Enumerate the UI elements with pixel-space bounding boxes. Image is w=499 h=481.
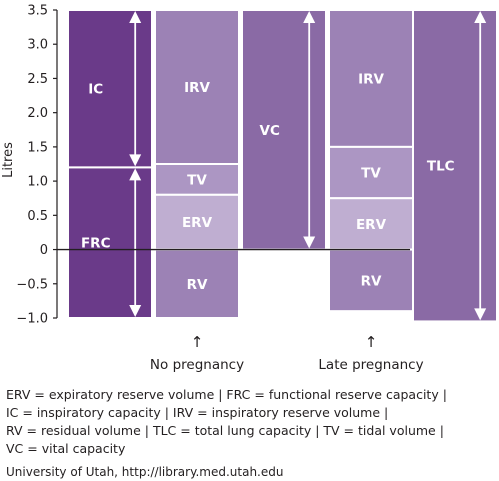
segment-label: IRV: [184, 80, 210, 96]
y-tick-label: 2.5: [27, 72, 48, 87]
bar-tlc: [412, 9, 498, 323]
x-labels-group: ↑ No pregnancy ↑ Late pregnancy: [150, 333, 424, 373]
bar-ic: [67, 9, 153, 169]
arrow-head-up: [129, 11, 142, 23]
bar-tv: [154, 163, 240, 196]
x-category-label: Late pregnancy: [318, 357, 423, 373]
arrow-head-down: [129, 154, 142, 167]
source-credit: University of Utah, http://library.med.u…: [6, 465, 284, 479]
segment-label: ERV: [182, 215, 213, 231]
arrow-head-up: [303, 11, 316, 23]
abbreviation-legend: ERV = expiratory reserve volume | FRC = …: [6, 386, 496, 458]
segment-label: VC: [260, 123, 280, 139]
y-tick-label: 3.5: [27, 4, 48, 19]
legend-line-1: ERV = expiratory reserve volume | FRC = …: [6, 387, 447, 402]
y-tick-label: 2.0: [27, 106, 48, 121]
y-tick-label: 1.5: [27, 140, 48, 155]
y-tick-label: −0.5: [16, 277, 48, 292]
y-tick-label: −1.0: [16, 312, 48, 327]
arrow-head-down: [303, 236, 316, 249]
bar-vc: [241, 9, 327, 251]
y-axis: 3.5 3.0 2.5 2.0 1.5 1.0 0.5 0 −0.5 −1.0: [16, 4, 58, 327]
bar-frc: [67, 166, 153, 319]
segment-label: TLC: [427, 159, 455, 175]
legend-line-3: RV = residual volume | TLC = total lung …: [6, 423, 444, 438]
segment-label: RV: [361, 273, 382, 289]
segment-label: TV: [187, 172, 207, 188]
arrow-head-down: [474, 308, 487, 321]
legend-line-2: IC = inspiratory capacity | IRV = inspir…: [6, 405, 389, 420]
bar-irv: [154, 9, 240, 165]
bar-erv: [154, 193, 240, 251]
x-pointer-arrow: ↑: [191, 333, 204, 351]
bar-rv: [154, 248, 240, 319]
arrow-head-down: [129, 305, 142, 317]
segment-label: IC: [88, 82, 103, 98]
x-category-label: No pregnancy: [150, 357, 244, 373]
segment-label: FRC: [81, 236, 111, 252]
segment-label: TV: [361, 166, 381, 182]
lung-volumes-chart: Litres 3.5 3.0 2.5 2.0 1.5 1.0 0.5 0 −0.5 −1.0 IC…: [1, 4, 498, 373]
y-tick-label: 3.0: [27, 38, 48, 53]
x-pointer-arrow: ↑: [365, 333, 378, 351]
bar-tv: [328, 145, 414, 200]
arrow-head-up: [474, 11, 487, 23]
y-tick-label: 1.0: [27, 175, 48, 190]
segment-label: IRV: [358, 71, 384, 87]
y-axis-label: Litres: [1, 142, 16, 178]
segment-label: RV: [187, 277, 208, 293]
bars-group: IC FRC IRV TV ERV RV VC IRV TV ERV RV TLC: [67, 9, 498, 323]
arrow-head-up: [129, 168, 142, 181]
y-tick-label: 0.5: [27, 209, 48, 224]
legend-line-4: VC = vital capacity: [6, 441, 126, 456]
segment-label: ERV: [356, 217, 387, 233]
y-tick-label: 0: [40, 243, 48, 258]
